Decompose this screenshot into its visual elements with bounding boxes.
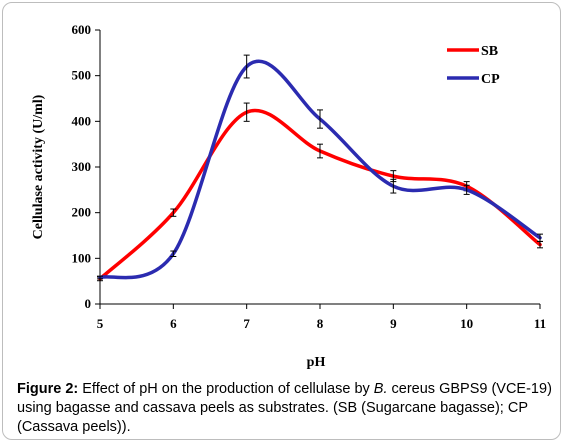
error-bar — [97, 275, 103, 280]
legend-item-cp: CP — [447, 72, 500, 87]
y-tick-label: 300 — [72, 159, 92, 174]
x-tick-label: 5 — [97, 316, 104, 331]
x-tick-label: 8 — [317, 316, 324, 331]
y-tick-label: 400 — [72, 113, 92, 128]
legend-item-sb: SB — [447, 44, 498, 59]
figure-caption: Figure 2: Effect of pH on the production… — [17, 380, 552, 437]
figure-frame: 0 100 200 300 400 500 600 5 6 7 8 9 10 11 SB CP Cellu… — [2, 2, 561, 440]
x-tick-label: 7 — [243, 316, 250, 331]
series-line-cp — [98, 59, 542, 280]
x-tick-label: 11 — [534, 316, 546, 331]
series-layer — [97, 54, 543, 282]
y-tick-label: 100 — [72, 250, 92, 265]
x-ticks: 5 6 7 8 9 10 11 — [97, 304, 546, 331]
error-bar — [170, 208, 177, 217]
y-axis-title: Cellulase activity (U/ml) — [31, 94, 46, 239]
error-bar — [317, 109, 323, 129]
legend-label: CP — [481, 72, 500, 87]
series-sb — [97, 102, 543, 282]
x-tick-label: 10 — [460, 316, 473, 331]
y-tick-label: 0 — [85, 296, 92, 311]
caption-text-after: cereus GBPS9 (VCE-19) using bagasse and … — [17, 381, 552, 435]
y-tick-label: 600 — [72, 22, 92, 37]
x-tick-label: 6 — [170, 316, 177, 331]
error-bar — [243, 102, 250, 122]
error-bar — [463, 184, 470, 195]
caption-text-before: Effect of pH on the production of cellul… — [78, 381, 374, 397]
caption-species: B. — [373, 381, 388, 397]
chart: 0 100 200 300 400 500 600 5 6 7 8 9 10 11 SB CP Cellu… — [31, 22, 546, 370]
series-cp — [97, 54, 543, 280]
error-bar — [170, 250, 177, 258]
y-tick-label: 500 — [72, 68, 92, 83]
error-bar — [537, 233, 543, 242]
legend-label: SB — [481, 44, 498, 59]
x-axis-title: pH — [307, 355, 326, 370]
legend: SB CP — [447, 44, 500, 87]
error-bar — [243, 54, 250, 79]
y-ticks: 0 100 200 300 400 500 600 — [72, 22, 100, 311]
caption-label: Figure 2: — [17, 381, 79, 397]
error-bar — [317, 143, 323, 159]
x-tick-label: 9 — [390, 316, 397, 331]
y-tick-label: 200 — [72, 205, 92, 220]
error-bar — [390, 178, 397, 194]
